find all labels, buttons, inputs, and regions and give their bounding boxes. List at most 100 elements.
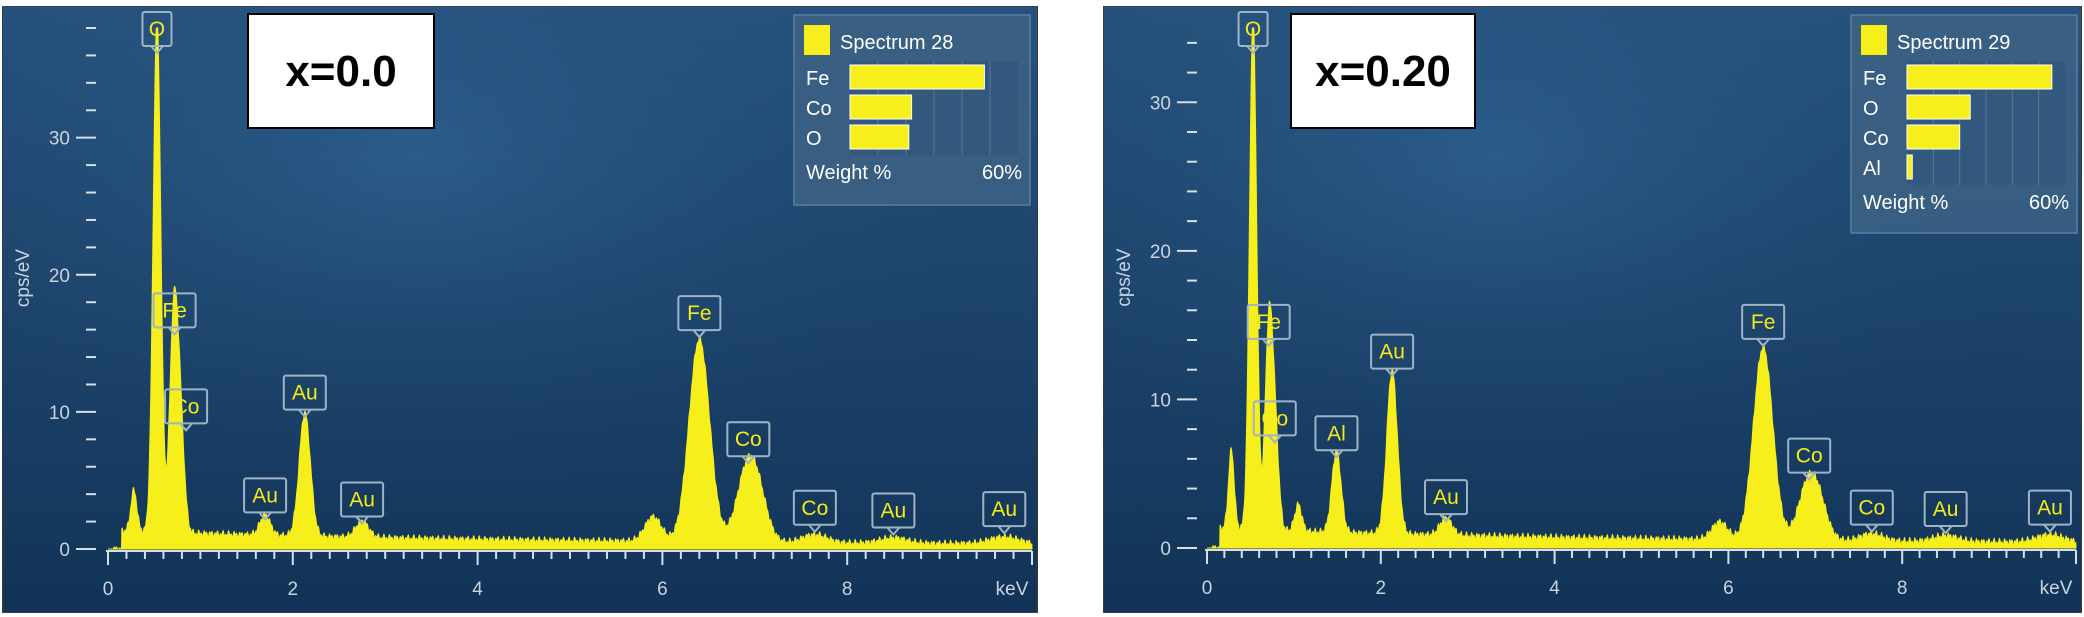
y-axis-label: cps/eV: [1114, 248, 1135, 306]
peak-label-text: Co: [1858, 497, 1885, 520]
x-tick-label: 4: [1549, 578, 1560, 599]
peak-label-text: Co: [735, 428, 762, 451]
peak-label-box: [982, 491, 1027, 528]
peak-label-pointer: [167, 326, 182, 336]
legend-swatch: [1861, 25, 1887, 55]
peak-label-box: [1849, 489, 1894, 526]
legend-swatch: [804, 25, 830, 55]
peak-label-text: Co: [801, 497, 828, 520]
peak-label-box: [726, 421, 771, 458]
sample-label-box: [247, 13, 435, 129]
legend-footer-value: 60%: [2029, 192, 2069, 214]
legend-title: Spectrum 29: [1897, 32, 2010, 54]
spectrum-chart-0: 0 2 4 6 8 keV 0 10 20 30 cps/eV O Fe Co Au Au Au Fe Co Co Au…: [2, 6, 1038, 613]
peak-label-pointer: [1246, 45, 1260, 55]
x-axis-label: keV: [2040, 578, 2073, 599]
sample-label: x=0.20: [1315, 47, 1451, 96]
peak-label-text: Fe: [687, 302, 712, 325]
peak-label-pointer: [1802, 471, 1816, 482]
legend-bar-fe: [1906, 64, 2053, 90]
peak-label-co: Co: [1787, 437, 1832, 482]
peak-label-fe: Fe: [1246, 303, 1291, 348]
y-tick-label: 30: [49, 129, 70, 150]
peak-label-co: Co: [1849, 489, 1894, 534]
peak-label-text: Co: [173, 395, 200, 418]
y-tick-label: 10: [49, 403, 70, 424]
legend-bar-o: [849, 124, 910, 150]
peak-label-o: O: [1237, 11, 1269, 55]
legend-footer-value: 60%: [982, 162, 1022, 184]
peak-label-au: Au: [982, 491, 1027, 535]
peak-label-fe: Fe: [1741, 303, 1786, 348]
spectrum-area: [1207, 27, 2077, 549]
peak-label-box: [871, 492, 916, 529]
peak-label-box: [1923, 491, 1968, 528]
peak-label-pointer: [1865, 523, 1879, 534]
legend-element-label: Co: [1863, 128, 1889, 150]
spectrum-chart-1: 0 2 4 6 8 keV 0 10 20 30 cps/eV O Fe Co Al Au Au Fe Co Co Au…: [1103, 6, 2082, 613]
y-tick-label: 0: [59, 540, 70, 561]
peak-label-text: Au: [881, 500, 907, 523]
x-tick-label: 6: [657, 579, 668, 600]
legend-bar-al: [1906, 154, 1913, 180]
legend-footer-label: Weight %: [1863, 192, 1948, 214]
legend-title: Spectrum 28: [840, 32, 953, 54]
legend-element-label: O: [1863, 98, 1879, 120]
peak-label-text: Fe: [1751, 311, 1776, 334]
peak-label-pointer: [997, 525, 1012, 535]
peak-label-box: [1237, 11, 1269, 47]
peak-label-box: [677, 295, 722, 332]
peak-label-au: Au: [282, 374, 327, 419]
peak-label-text: Co: [1261, 407, 1288, 430]
peak-label-box: [1252, 400, 1297, 437]
peak-label-text: O: [1245, 18, 1261, 41]
legend-element-label: Co: [806, 98, 832, 120]
peak-label-text: Au: [1379, 341, 1405, 364]
x-tick-label: 0: [103, 579, 114, 600]
peak-label-box: [141, 11, 173, 47]
peak-label-text: O: [149, 18, 165, 41]
peak-label-text: Fe: [162, 299, 187, 322]
peak-label-pointer: [1261, 338, 1276, 348]
peak-label-box: [1741, 303, 1786, 340]
x-tick-label: 0: [1202, 578, 1213, 599]
sample-label: x=0.0: [285, 47, 396, 96]
y-tick-label: 20: [49, 266, 70, 287]
peak-label-text: Au: [292, 382, 318, 405]
spectrum-area: [108, 27, 1033, 550]
peak-label-text: Co: [1796, 445, 1823, 468]
x-tick-label: 2: [288, 579, 299, 600]
peak-label-pointer: [150, 45, 164, 55]
peak-label-fe: Fe: [677, 295, 722, 339]
peak-label-box: [243, 477, 288, 514]
spectrum-panel-right: 0 2 4 6 8 keV 0 10 20 30 cps/eV O Fe Co Al Au Au Fe Co Co Au…: [1103, 6, 2082, 613]
x-tick-label: 4: [472, 579, 483, 600]
peak-label-text: Au: [2037, 497, 2063, 520]
peak-label-pointer: [179, 422, 193, 432]
peak-label-text: Au: [991, 498, 1017, 521]
legend-bar-o: [1906, 94, 1971, 120]
peak-label-text: Au: [252, 484, 278, 507]
peak-label-pointer: [298, 408, 312, 419]
legend-element-label: Fe: [1863, 68, 1886, 90]
peak-label-box: [1787, 437, 1832, 474]
peak-label-pointer: [1385, 367, 1399, 378]
peak-label-pointer: [692, 329, 707, 339]
peak-label-box: [2027, 489, 2072, 526]
peak-label-co: Co: [792, 489, 837, 534]
peak-label-o: O: [141, 11, 173, 55]
peak-label-co: Co: [726, 421, 771, 465]
peak-label-fe: Fe: [152, 292, 197, 336]
peak-label-box: [164, 388, 209, 425]
peak-label-pointer: [1268, 434, 1282, 444]
legend-element-label: O: [806, 128, 822, 150]
peak-label-box: [1246, 303, 1291, 340]
legend: Spectrum 29 Fe O Co Al Weight % 60%: [1850, 14, 2078, 234]
peak-label-box: [1370, 333, 1415, 370]
legend-footer-label: Weight %: [806, 162, 891, 184]
x-tick-label: 8: [1897, 578, 1908, 599]
peak-label-pointer: [258, 511, 272, 521]
peak-label-text: Au: [349, 489, 375, 512]
x-tick-label: 6: [1723, 578, 1734, 599]
peak-label-box: [1423, 479, 1468, 516]
